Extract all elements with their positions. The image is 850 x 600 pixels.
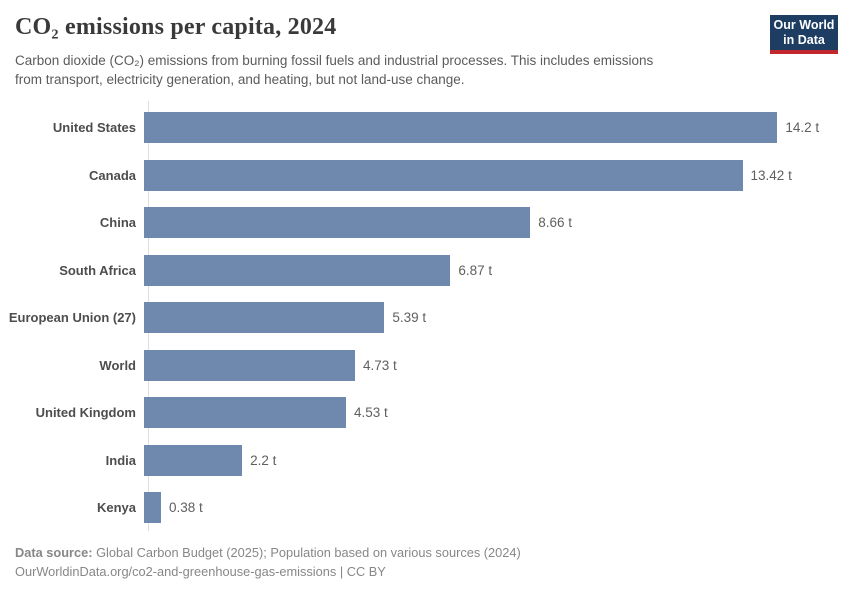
data-source-text: Global Carbon Budget (2025); Population …	[96, 545, 521, 560]
data-source-line: Data source: Global Carbon Budget (2025)…	[15, 544, 835, 563]
bar-value: 13.42 t	[750, 167, 792, 183]
chart-title: CO₂ emissions per capita, 2024	[15, 14, 337, 40]
bar-row: European Union (27) 5.39 t	[0, 294, 850, 342]
bar-row: United Kingdom 4.53 t	[0, 389, 850, 437]
bar-row: South Africa 6.87 t	[0, 247, 850, 295]
bar-row: Canada 13.42 t	[0, 152, 850, 200]
bar-row: Kenya 0.38 t	[0, 484, 850, 532]
bar-row: United States 14.2 t	[0, 104, 850, 152]
bar-track: 4.73 t	[144, 349, 850, 381]
chart-subtitle-line1: Carbon dioxide (CO₂) emissions from burn…	[15, 53, 654, 68]
bar-track: 8.66 t	[144, 207, 850, 239]
bar[interactable]	[144, 397, 347, 429]
chart-subtitle: Carbon dioxide (CO₂) emissions from burn…	[15, 51, 835, 89]
bar-label: China	[99, 215, 136, 231]
bar-track: 6.87 t	[144, 254, 850, 286]
bar-track: 0.38 t	[144, 492, 850, 524]
bar-value: 8.66 t	[538, 215, 573, 231]
data-source-label: Data source:	[15, 545, 93, 560]
bar-label: Kenya	[96, 500, 136, 516]
bar-row: World 4.73 t	[0, 342, 850, 390]
bar-label: United Kingdom	[35, 405, 136, 421]
bar-value: 4.73 t	[362, 357, 397, 373]
bar-chart: United States 14.2 t Canada 13.42 t China 8.6…	[0, 101, 850, 533]
bar-label: World	[99, 357, 136, 373]
url-license-line: OurWorldinData.org/co2-and-greenhouse-ga…	[15, 563, 386, 579]
bar-row: India 2.2 t	[0, 437, 850, 485]
bar[interactable]	[144, 159, 743, 191]
bar-track: 2.2 t	[144, 444, 850, 476]
bar-label: United States	[52, 120, 136, 136]
bar-label: India	[105, 452, 136, 468]
bar-rows: United States 14.2 t Canada 13.42 t China 8.6…	[0, 104, 850, 532]
bar[interactable]	[144, 207, 531, 239]
bar-track: 13.42 t	[144, 159, 850, 191]
bar-track: 4.53 t	[144, 397, 850, 429]
bar-label: Canada	[89, 167, 136, 183]
owid-logo-line1: Our World	[773, 18, 835, 32]
bar-value: 5.39 t	[392, 310, 427, 326]
bar-track: 14.2 t	[144, 112, 850, 144]
chart-header: CO₂ emissions per capita, 2024 Carbon di…	[15, 14, 835, 89]
bar-value: 14.2 t	[785, 120, 820, 136]
owid-logo: Our World in Data	[770, 15, 838, 54]
bar-label: European Union (27)	[8, 310, 136, 326]
bar-value: 6.87 t	[458, 262, 493, 278]
chart-footer: Data source: Global Carbon Budget (2025)…	[15, 544, 835, 581]
owid-logo-line2: in Data	[783, 33, 825, 47]
bar-value: 2.2 t	[250, 452, 277, 468]
bar-row: China 8.66 t	[0, 199, 850, 247]
bar-label: South Africa	[59, 262, 136, 278]
bar-value: 4.53 t	[354, 405, 388, 421]
bar[interactable]	[144, 302, 385, 334]
bar[interactable]	[144, 349, 355, 381]
bar[interactable]	[144, 254, 451, 286]
bar[interactable]	[144, 492, 161, 524]
bar-value: 0.38 t	[168, 500, 203, 516]
bar[interactable]	[144, 112, 778, 144]
chart-subtitle-line2: from transport, electricity generation, …	[15, 72, 465, 87]
bar[interactable]	[144, 444, 243, 476]
bar-track: 5.39 t	[144, 302, 850, 334]
